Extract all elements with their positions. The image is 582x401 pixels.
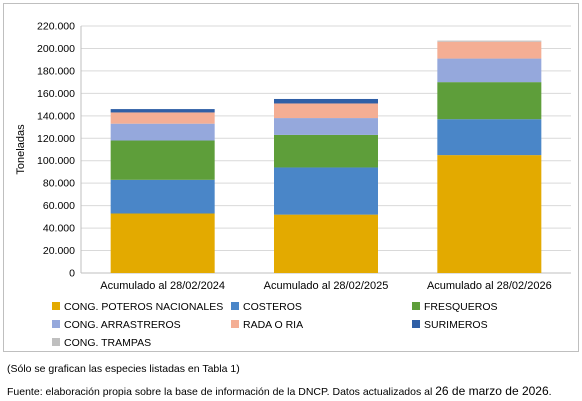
bar-segment: [274, 98, 378, 104]
y-tick-label: 140.000: [37, 110, 75, 122]
bar-segment: [110, 109, 215, 113]
y-tick-label: 120.000: [37, 133, 75, 145]
footnote-species: (Sólo se grafican las especies listadas …: [7, 363, 240, 375]
y-tick-label: 60.000: [43, 200, 75, 212]
update-date: 26 de marzo de 2026: [435, 384, 549, 398]
y-tick-label: 220.000: [37, 21, 75, 33]
y-tick-label: 180.000: [37, 65, 75, 77]
y-tick-label: 100.000: [37, 155, 75, 167]
bar-segment: [437, 155, 542, 273]
legend-swatch: [52, 302, 60, 310]
bar-segment: [437, 41, 542, 59]
bar-segment: [274, 167, 378, 215]
y-axis-title: Toneladas: [15, 124, 27, 175]
bar-segment: [110, 213, 215, 273]
bar-segment: [274, 214, 378, 273]
legend-label: CONG. POTEROS NACIONALES: [64, 301, 223, 313]
bar-segment: [274, 118, 378, 135]
footnote-source: Fuente: elaboración propia sobre la base…: [7, 384, 552, 398]
bar-segment: [437, 119, 542, 156]
y-tick-label: 200.000: [37, 43, 75, 55]
chart-container: 0 20.000 40.000 60.000 80.000 100.000 120.000 1…: [3, 3, 579, 352]
source-suffix: .: [548, 386, 552, 398]
bar-segment: [110, 179, 215, 214]
x-category-label: Acumulado al 28/02/2026: [427, 280, 552, 292]
legend-swatch: [412, 302, 420, 310]
y-tick-label: 0: [69, 268, 75, 280]
bar-segment: [110, 140, 215, 180]
x-category-label: Acumulado al 28/02/2024: [100, 280, 225, 292]
y-tick-label: 80.000: [43, 178, 75, 190]
source-text: Fuente: elaboración propia sobre la base…: [7, 386, 436, 398]
legend-swatch: [231, 320, 239, 328]
legend-label: FRESQUEROS: [424, 301, 498, 313]
bar-segment: [437, 40, 542, 42]
bar-segment: [110, 123, 215, 141]
bar-segment: [110, 112, 215, 124]
bar-segment: [437, 58, 542, 83]
y-tick-label: 40.000: [43, 223, 75, 235]
legend-label: SURIMEROS: [424, 319, 488, 331]
legend-swatch: [231, 302, 239, 310]
x-category-label: Acumulado al 28/02/2025: [264, 280, 389, 292]
legend-swatch: [412, 320, 420, 328]
legend-swatch: [52, 320, 60, 328]
bar-segment: [274, 103, 378, 119]
legend-label: CONG. TRAMPAS: [64, 337, 151, 349]
legend-swatch: [52, 338, 60, 346]
stacked-bar-chart: 0 20.000 40.000 60.000 80.000 100.000 120.000 1…: [15, 21, 571, 349]
bar-segment: [274, 134, 378, 168]
y-tick-label: 20.000: [43, 245, 75, 257]
legend-label: CONG. ARRASTREROS: [64, 319, 181, 331]
legend-label: RADA O RIA: [243, 319, 303, 331]
y-tick-label: 160.000: [37, 88, 75, 100]
bar-segment: [437, 82, 542, 120]
legend-label: COSTEROS: [243, 301, 302, 313]
